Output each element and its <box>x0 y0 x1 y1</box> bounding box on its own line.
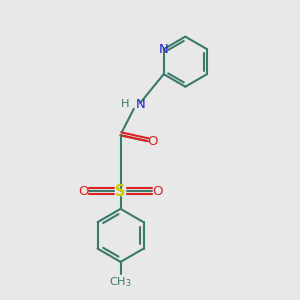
Text: O: O <box>79 185 89 198</box>
Text: O: O <box>148 135 158 148</box>
Text: S: S <box>115 184 126 199</box>
Text: H: H <box>121 99 129 110</box>
Text: N: N <box>135 98 145 111</box>
Text: N: N <box>159 43 169 56</box>
Text: O: O <box>152 185 163 198</box>
Text: CH$_3$: CH$_3$ <box>109 275 132 289</box>
